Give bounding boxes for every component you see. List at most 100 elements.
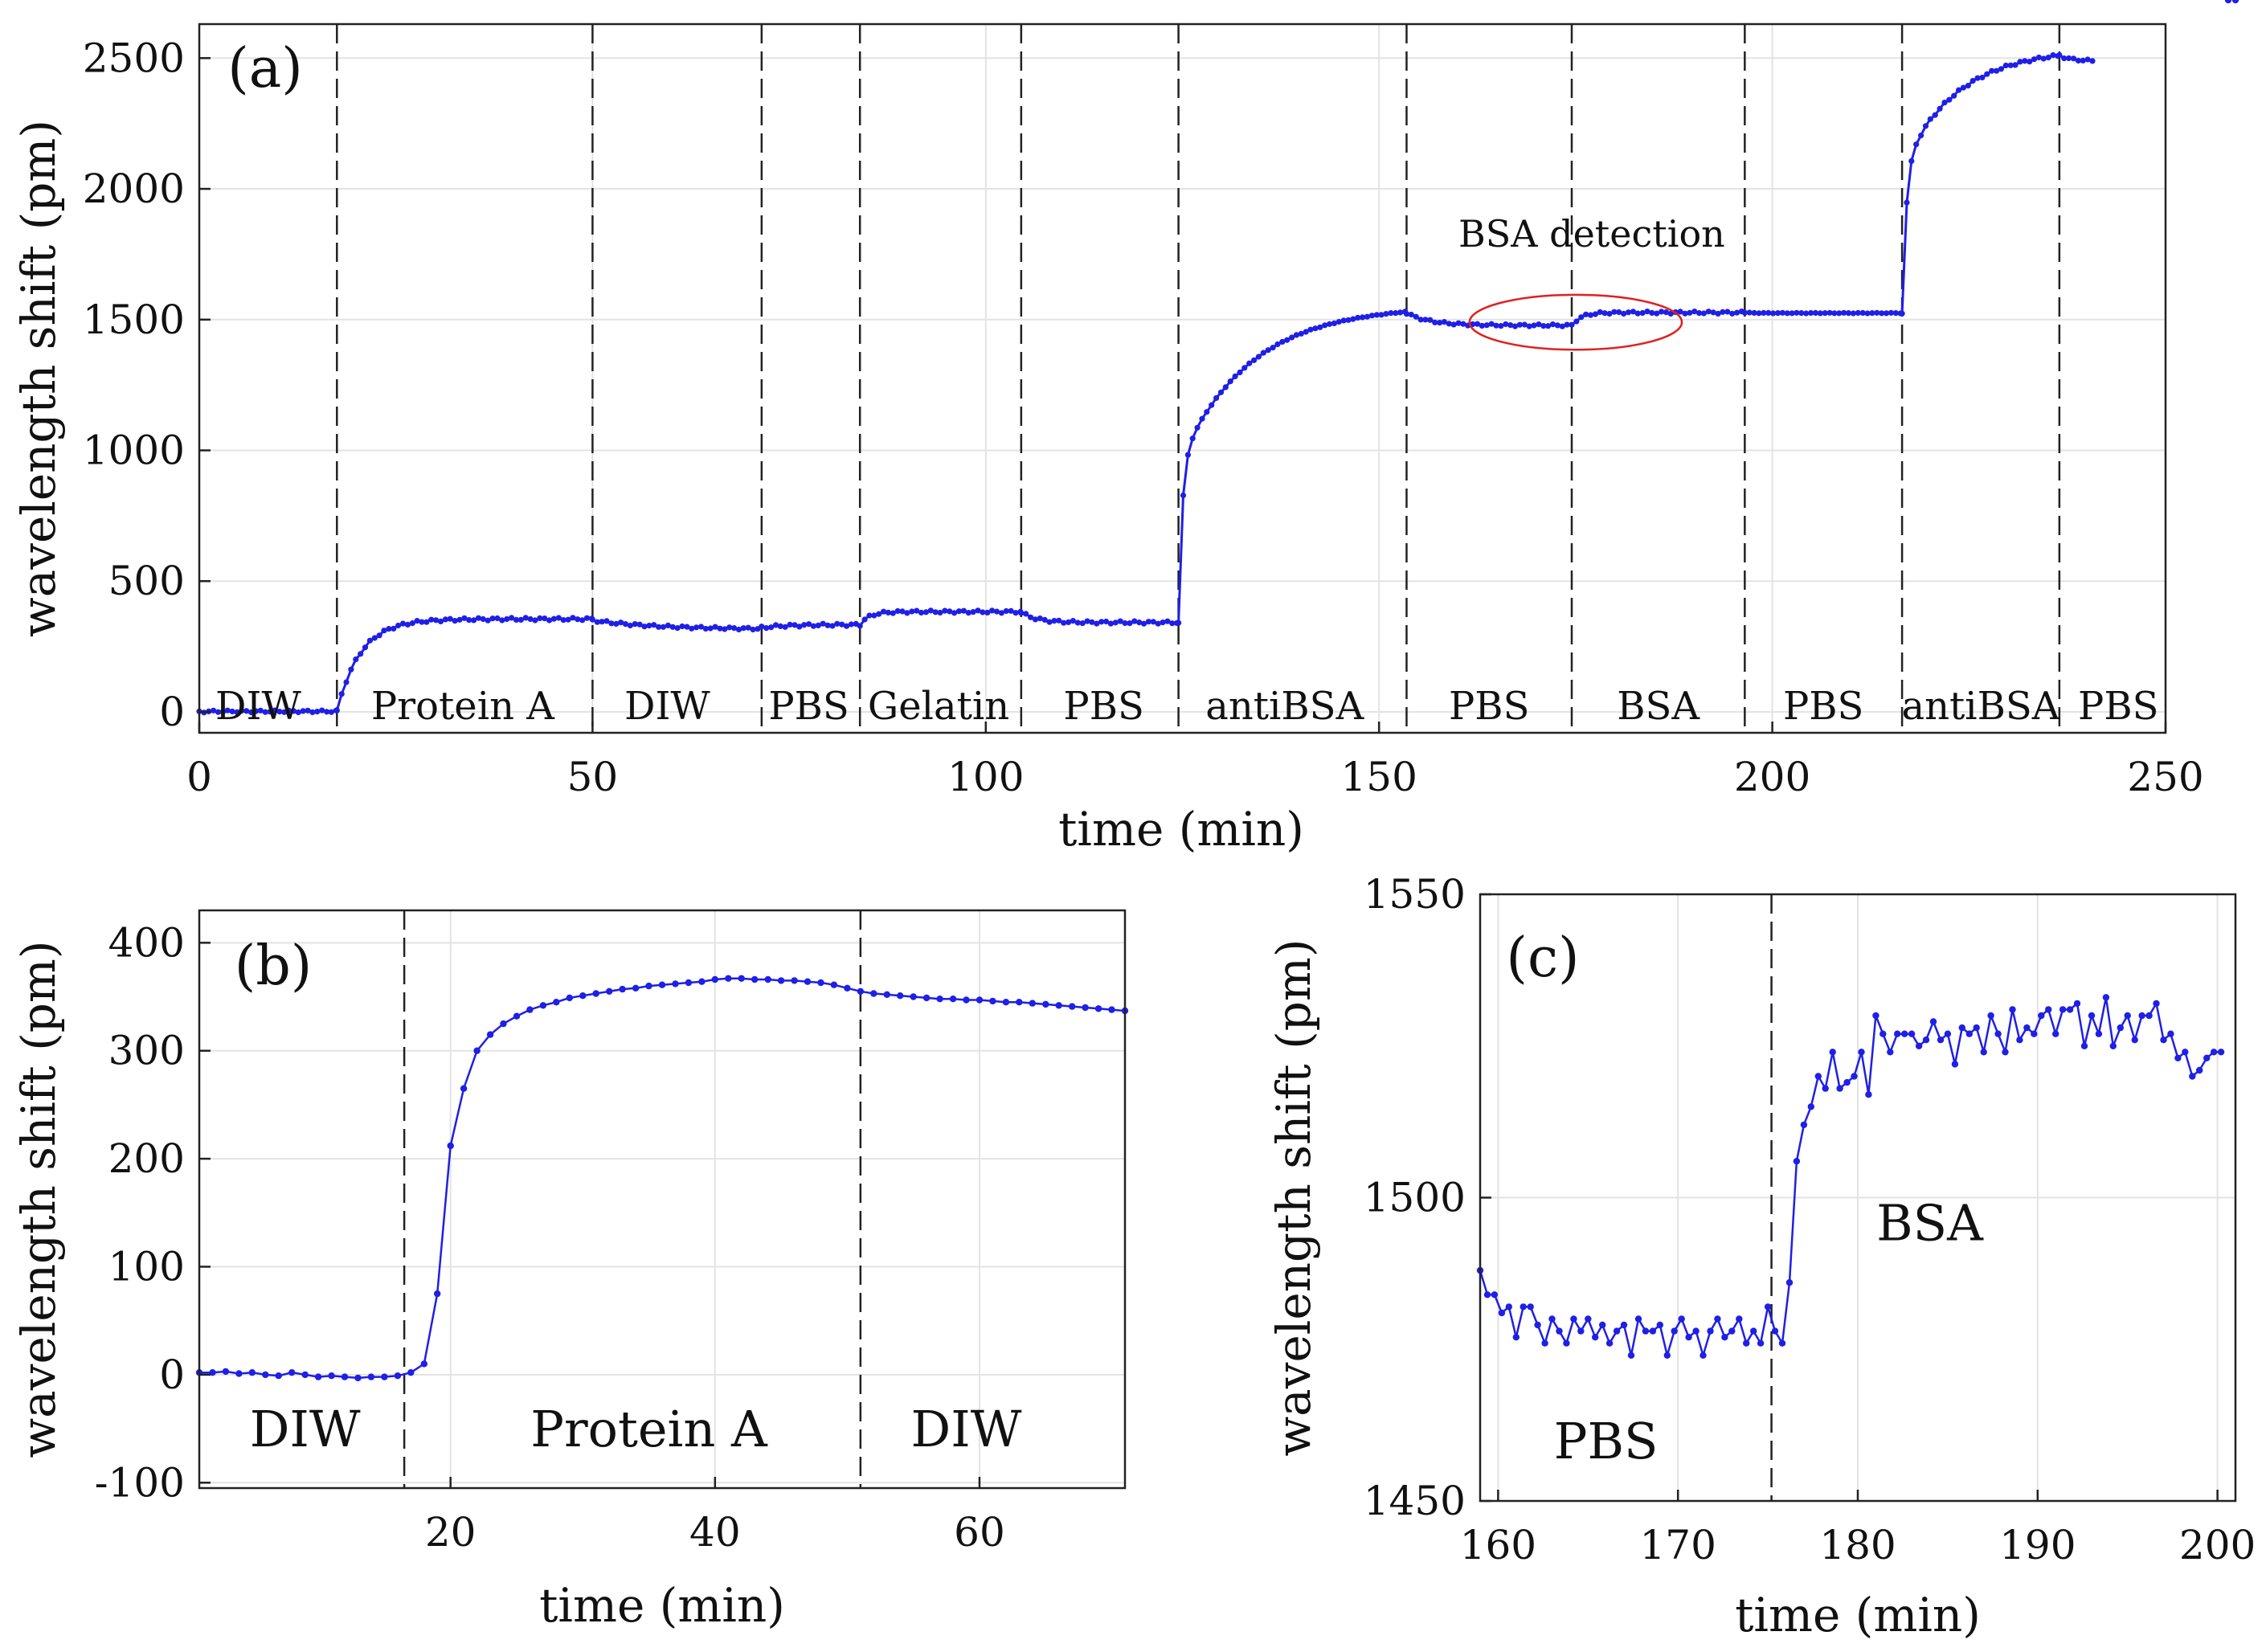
data-point: [1127, 620, 1133, 627]
data-point: [1864, 310, 1871, 317]
data-point: [1534, 1321, 1541, 1329]
region-label: antiBSA: [1901, 684, 2060, 729]
data-point: [2080, 57, 2086, 63]
data-point: [301, 1371, 309, 1379]
data-point: [910, 993, 917, 1000]
data-point: [1479, 322, 1485, 329]
data-point: [1606, 310, 1613, 317]
data-point: [712, 624, 718, 630]
data-point: [1778, 1339, 1786, 1347]
data-point: [2045, 1006, 2052, 1013]
data-point: [1784, 310, 1790, 317]
data-point: [1360, 314, 1366, 321]
data-point: [632, 621, 638, 628]
data-point: [909, 608, 915, 615]
data-point: [504, 615, 510, 623]
data-point: [353, 656, 359, 663]
data-point: [1569, 321, 1575, 328]
data-point: [456, 616, 463, 623]
data-point: [522, 615, 529, 621]
data-point: [2052, 1030, 2059, 1037]
data-point: [1084, 618, 1090, 624]
data-point: [560, 617, 566, 624]
data-point: [428, 616, 435, 623]
data-point: [1879, 310, 1885, 317]
data-point: [1817, 310, 1823, 317]
data-point: [1536, 321, 1542, 328]
data-point: [1630, 309, 1636, 315]
data-point: [460, 1085, 468, 1092]
data-point: [1734, 309, 1740, 316]
data-point: [309, 709, 316, 716]
data-point: [1122, 620, 1128, 627]
data-point: [660, 624, 667, 630]
data-point: [527, 615, 534, 623]
data-point: [257, 707, 264, 714]
data-point: [407, 1369, 415, 1376]
data-point: [672, 980, 679, 988]
data-point: [839, 621, 845, 628]
data-point: [1843, 1078, 1851, 1086]
data-point: [1663, 1351, 1671, 1360]
data-point: [1814, 1073, 1822, 1080]
data-point: [1578, 314, 1585, 321]
data-point: [1140, 620, 1147, 627]
data-point: [1393, 310, 1399, 317]
data-point: [1696, 310, 1703, 317]
data-point: [1728, 1327, 1736, 1335]
data-point: [1289, 334, 1295, 341]
data-point: [1616, 309, 1622, 316]
data-point: [1446, 321, 1452, 327]
data-point: [1408, 311, 1414, 318]
data-point: [810, 623, 817, 629]
data-point: [1037, 615, 1043, 622]
data-point: [553, 999, 560, 1006]
data-point: [796, 624, 803, 630]
data-point: [537, 615, 543, 622]
data-point: [288, 1369, 296, 1376]
data-point: [1743, 1339, 1750, 1347]
y-tick-label: 2000: [83, 166, 185, 212]
data-point: [606, 988, 613, 996]
data-point: [252, 708, 260, 714]
data-point: [1987, 1012, 1994, 1020]
data-point: [1687, 309, 1693, 316]
data-point: [209, 1369, 216, 1376]
data-point: [1611, 309, 1618, 315]
data-point: [367, 1373, 375, 1380]
data-point: [697, 624, 705, 630]
data-point: [262, 709, 268, 715]
x-tick-label: 50: [567, 754, 619, 800]
data-point: [1831, 310, 1838, 317]
data-point: [936, 996, 943, 1003]
data-point: [2073, 1000, 2081, 1008]
data-point: [1601, 310, 1608, 317]
data-point: [391, 625, 397, 632]
data-point: [914, 607, 920, 614]
data-point: [684, 624, 690, 630]
data-point: [222, 1368, 230, 1376]
data-point: [1793, 1158, 1801, 1165]
data-point: [1761, 309, 1767, 316]
data-point: [1094, 620, 1100, 627]
data-point: [276, 709, 283, 715]
data-point: [1213, 395, 1220, 401]
data-point: [509, 615, 515, 621]
data-point: [750, 626, 756, 633]
data-point: [583, 615, 591, 621]
data-point: [1041, 616, 1048, 624]
data-point: [976, 996, 984, 1004]
data-point: [1577, 1327, 1585, 1335]
data-point: [1764, 1303, 1772, 1311]
data-point: [1808, 309, 1814, 317]
data-point: [480, 615, 486, 623]
data-point: [1488, 321, 1495, 327]
data-point: [1079, 620, 1086, 627]
data-point: [619, 985, 626, 993]
data-point: [1350, 316, 1356, 322]
data-point: [1700, 1351, 1707, 1360]
data-point: [651, 622, 657, 628]
data-point: [1980, 1049, 1987, 1056]
data-point: [738, 975, 745, 982]
data-point: [461, 615, 468, 621]
